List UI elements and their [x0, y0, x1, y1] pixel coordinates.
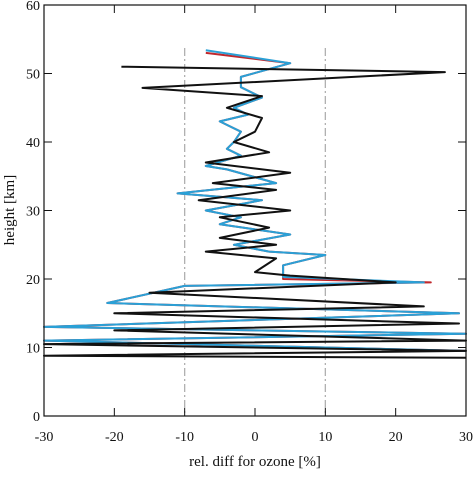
x-tick-label: 0	[252, 430, 259, 445]
y-tick-label: 50	[26, 68, 40, 83]
profile-line	[43, 65, 467, 359]
x-tick-label: 20	[389, 430, 403, 445]
y-axis-label: height [km]	[2, 175, 18, 245]
x-tick-label: 10	[318, 430, 332, 445]
x-tick-label: -10	[175, 430, 194, 445]
y-tick-label: 60	[26, 0, 40, 14]
y-tick-label: 30	[26, 205, 40, 220]
x-axis-label: rel. diff for ozone [%]	[189, 454, 321, 470]
x-tick-label: 30	[459, 430, 473, 445]
y-tick-label: 10	[26, 342, 40, 357]
y-tick-label: 0	[33, 410, 40, 425]
x-tick-label: -20	[105, 430, 124, 445]
y-tick-label: 40	[26, 136, 40, 151]
x-tick-label: -30	[35, 430, 54, 445]
y-tick-label: 20	[26, 273, 40, 288]
